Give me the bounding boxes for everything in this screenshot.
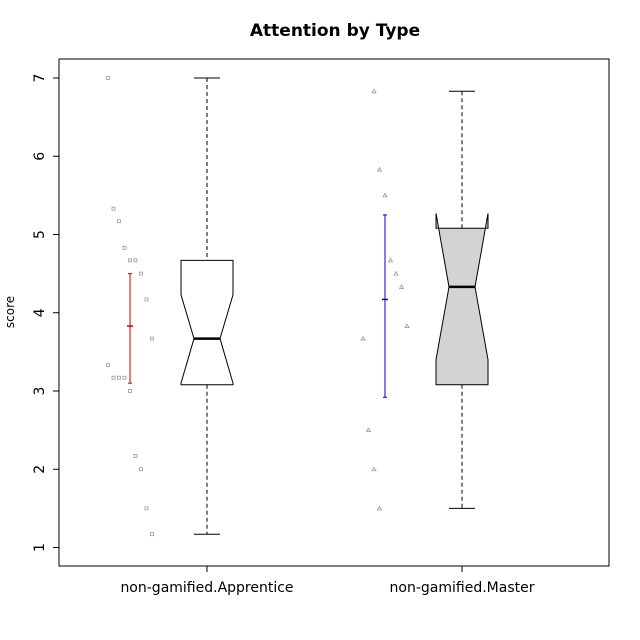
data-point — [376, 166, 383, 172]
data-point — [106, 76, 110, 80]
y-tick-label: 2 — [32, 465, 48, 474]
data-point — [150, 336, 154, 341]
plot-frame — [58, 58, 610, 567]
notched-box — [435, 213, 489, 386]
data-point — [122, 245, 127, 250]
data-point — [106, 363, 110, 368]
box-group — [360, 88, 489, 511]
x-tick-label: non-gamified.Master — [390, 580, 535, 596]
y-axis-label: score — [3, 296, 17, 328]
data-point — [144, 506, 149, 511]
y-tick-label: 6 — [32, 152, 48, 161]
data-point — [128, 258, 132, 263]
y-axis: 1 2 3 4 5 6 7 — [32, 74, 59, 552]
x-tick-label: non-gamified.Apprentice — [120, 580, 293, 596]
y-tick-label: 4 — [32, 308, 48, 317]
box-series — [106, 76, 489, 537]
data-point — [393, 270, 399, 276]
data-point — [122, 375, 127, 380]
data-point — [382, 192, 388, 198]
data-point — [365, 427, 372, 433]
y-tick-label: 5 — [32, 230, 48, 239]
data-point — [371, 466, 377, 472]
data-point — [139, 271, 143, 276]
data-point — [371, 88, 377, 94]
y-tick-label: 3 — [32, 387, 48, 396]
box-group — [106, 76, 234, 537]
data-point — [139, 467, 143, 472]
data-point — [133, 454, 138, 458]
notched-box — [180, 259, 234, 386]
data-point — [117, 375, 121, 380]
data-point — [404, 323, 410, 328]
chart-title: Attention by Type — [250, 21, 420, 41]
data-point — [360, 335, 366, 341]
data-point — [133, 258, 138, 263]
data-point — [398, 284, 405, 289]
data-point — [128, 389, 132, 393]
y-tick-label: 1 — [32, 543, 48, 552]
x-axis: non-gamified.Apprentice non-gamified.Mast… — [120, 566, 535, 596]
data-point — [111, 206, 116, 211]
data-point — [117, 219, 121, 224]
data-point — [387, 257, 394, 263]
data-point — [376, 505, 383, 511]
y-tick-label: 7 — [32, 74, 48, 83]
data-point — [111, 375, 116, 380]
data-point — [144, 297, 149, 302]
data-point — [150, 532, 154, 537]
